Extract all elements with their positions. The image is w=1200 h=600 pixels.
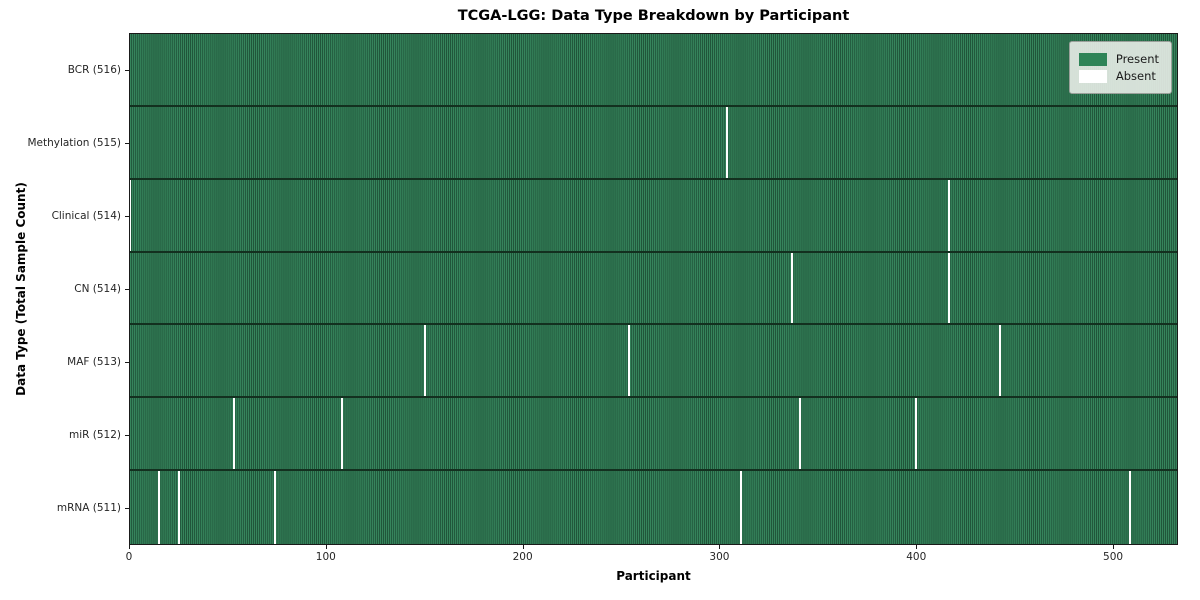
heatmap-row-miR	[130, 398, 1177, 472]
x-tick-label: 100	[315, 551, 336, 563]
absent-mark-mRNA	[739, 471, 742, 544]
heatmap-row-MAF	[130, 325, 1177, 399]
absent-mark-Clinical	[948, 179, 951, 251]
present-swatch	[1078, 52, 1107, 66]
y-tick-label-miR: miR (512)	[68, 429, 121, 442]
absent-mark-mRNA	[178, 471, 181, 544]
absent-mark-MAF	[423, 325, 426, 397]
y-tick-mark	[125, 143, 129, 144]
legend: Present Absent	[1068, 41, 1172, 94]
absent-mark-miR	[341, 398, 344, 470]
x-tick-mark	[129, 545, 130, 549]
y-tick-label-CN: CN (514)	[74, 283, 121, 295]
x-tick-mark	[522, 545, 524, 549]
absent-mark-mRNA	[1128, 471, 1131, 544]
legend-item-absent: Absent	[1078, 69, 1159, 83]
x-tick-label: 400	[906, 551, 927, 563]
absent-mark-MAF	[627, 325, 630, 397]
y-tick-label-MAF: MAF (513)	[67, 356, 121, 369]
x-tick-label: 500	[1103, 551, 1124, 563]
y-tick-label-BCR: BCR (516)	[67, 63, 121, 76]
legend-item-present: Present	[1078, 52, 1159, 66]
absent-mark-mRNA	[274, 471, 277, 544]
absent-mark-miR	[233, 398, 236, 470]
x-axis-label: Participant	[616, 569, 691, 583]
absent-mark-miR	[798, 398, 801, 470]
x-tick-label: 200	[512, 551, 533, 563]
heatmap-row-CN	[130, 252, 1177, 326]
x-tick-mark	[325, 545, 327, 549]
absent-mark-mRNA	[158, 471, 161, 544]
chart-title: TCGA-LGG: Data Type Breakdown by Partici…	[457, 8, 850, 24]
x-tick-mark	[1113, 545, 1115, 549]
plot-area: Present Absent	[129, 33, 1178, 545]
y-tick-label-Clinical: Clinical (514)	[51, 209, 121, 222]
y-tick-mark	[125, 70, 129, 71]
absent-mark-CN	[948, 252, 951, 324]
y-tick-mark	[125, 435, 129, 436]
absent-mark-Clinical	[130, 179, 131, 251]
x-tick-label: 0	[125, 551, 133, 563]
heatmap-row-Methylation	[130, 106, 1177, 180]
heatmap-row-BCR	[130, 34, 1177, 107]
x-tick-mark	[719, 545, 721, 549]
y-tick-mark	[125, 216, 129, 217]
x-tick-mark	[916, 545, 918, 549]
y-tick-label-Methylation: Methylation (515)	[27, 136, 121, 149]
absent-mark-CN	[790, 252, 793, 324]
absent-mark-MAF	[999, 325, 1002, 397]
heatmap-row-Clinical	[130, 179, 1177, 253]
x-tick-label: 300	[709, 551, 730, 563]
y-tick-mark	[125, 362, 129, 363]
absent-mark-miR	[914, 398, 917, 470]
y-tick-mark	[125, 289, 129, 290]
legend-label-absent: Absent	[1115, 69, 1156, 83]
heatmap-row-mRNA	[130, 471, 1177, 544]
y-tick-label-mRNA: mRNA (511)	[56, 502, 121, 515]
legend-label-present: Present	[1115, 52, 1159, 66]
absent-mark-Methylation	[726, 106, 729, 178]
absent-swatch	[1078, 69, 1107, 83]
y-tick-mark	[125, 508, 129, 509]
